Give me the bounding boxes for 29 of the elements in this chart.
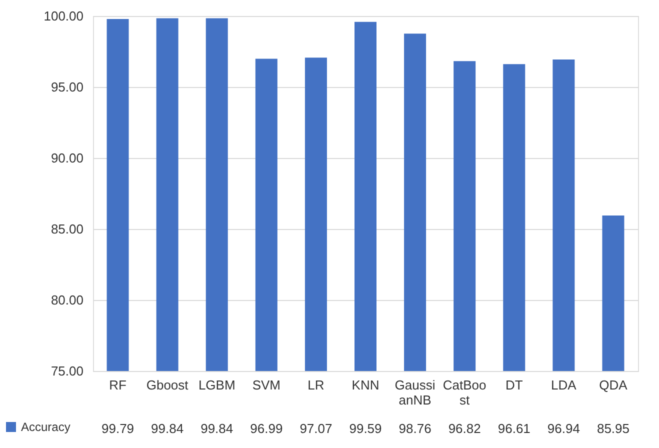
data-label: 96.94 [547,421,580,436]
data-label: 99.79 [102,421,134,436]
x-tick-label: QDA [599,378,628,392]
x-tick-label: KNN [352,378,380,392]
data-label: 85.95 [596,421,630,436]
data-label: 99.84 [151,421,184,436]
x-tick-label: CatBoost [442,378,486,408]
legend-label: Accuracy [21,420,70,434]
y-tick-label: 75.00 [50,364,84,378]
data-label: 99.59 [349,421,382,436]
y-tick-label: 100.00 [44,8,84,24]
data-label: 96.61 [498,421,530,436]
x-tick-label: SVM [252,378,280,392]
x-tick-label: RF [109,378,126,392]
data-label: 99.84 [200,421,234,436]
x-tick-label: DT [505,378,523,392]
y-tick-label: 80.00 [50,292,84,308]
y-tick-label: 85.00 [50,222,84,236]
data-label: 96.82 [448,421,481,436]
x-tick-label: LR [308,378,324,392]
x-tick-label: Gboost [146,378,189,392]
data-label: 98.76 [398,421,432,436]
data-label: 96.99 [250,421,283,436]
x-tick-label: GaussianNB [394,378,436,408]
x-tick-label: LDA [551,378,577,392]
data-label: 97.07 [300,421,332,436]
x-tick-label: LGBM [198,378,236,392]
y-tick-label: 95.00 [50,80,84,94]
y-tick-label: 90.00 [50,150,84,166]
